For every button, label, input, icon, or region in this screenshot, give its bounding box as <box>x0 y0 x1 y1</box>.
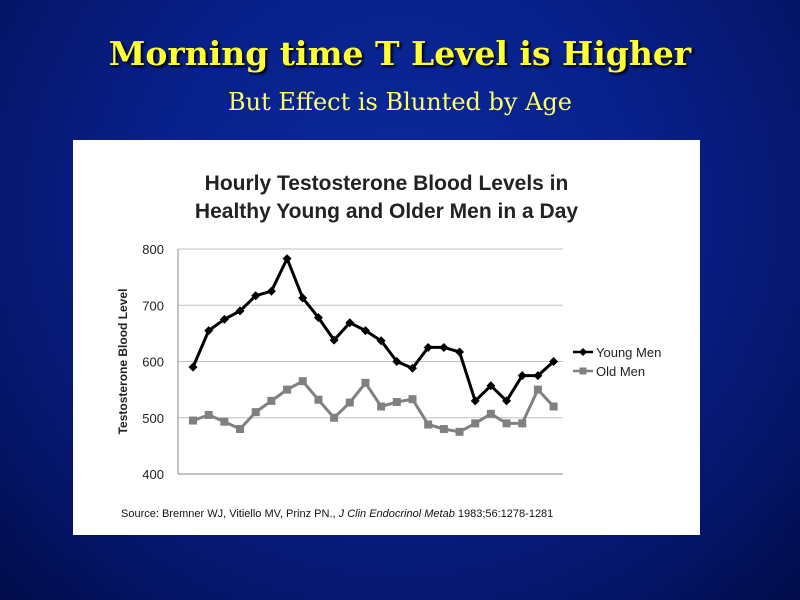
legend-marker <box>579 367 587 375</box>
data-point <box>470 396 480 406</box>
data-point <box>204 410 213 419</box>
chart-title-line-1: Hourly Testosterone Blood Levels in <box>204 172 569 195</box>
data-point <box>314 395 323 404</box>
data-point <box>360 326 370 336</box>
slide-subtitle: But Effect is Blunted by Age <box>228 88 572 116</box>
data-point <box>407 363 417 373</box>
data-point <box>219 314 229 324</box>
data-point <box>251 291 261 301</box>
data-point <box>549 357 559 366</box>
data-point <box>377 402 386 411</box>
data-point <box>471 419 480 428</box>
data-point <box>345 398 354 407</box>
source-journal: J Clin Endocrinol Metab <box>338 508 455 520</box>
data-point <box>518 419 527 428</box>
legend-label: Old Men <box>596 364 645 379</box>
data-point <box>220 417 229 426</box>
data-point <box>189 416 197 425</box>
y-tick-label: 400 <box>142 467 164 482</box>
data-point <box>188 362 198 372</box>
series-line-1 <box>192 379 555 434</box>
data-point <box>549 402 558 411</box>
y-tick-label: 700 <box>142 298 164 313</box>
data-point <box>486 381 496 391</box>
source-suffix: 1983;56:1278-1281 <box>454 508 554 520</box>
data-point <box>455 347 465 357</box>
chart-title: Hourly Testosterone Blood Levels in Heal… <box>73 170 700 226</box>
data-point <box>283 385 292 394</box>
series-line-0 <box>191 257 555 403</box>
data-point <box>408 395 417 404</box>
data-point <box>361 378 370 387</box>
data-point <box>455 427 464 436</box>
chart-panel: Hourly Testosterone Blood Levels in Heal… <box>73 140 700 535</box>
legend-marker <box>579 348 587 356</box>
y-tick-label: 600 <box>142 355 164 370</box>
slide-title: Morning time T Level is Higher <box>108 34 692 73</box>
data-point <box>517 371 527 381</box>
data-point <box>345 318 355 328</box>
data-point <box>298 293 308 303</box>
data-point <box>235 306 245 316</box>
y-tick-label: 800 <box>142 242 164 257</box>
data-point <box>236 425 245 433</box>
data-point <box>376 336 386 346</box>
data-point <box>533 385 542 394</box>
data-point <box>502 396 512 406</box>
data-point <box>502 419 511 428</box>
data-point <box>486 409 495 418</box>
data-point <box>392 357 402 366</box>
source-citation: Source: Bremner WJ, Vitiello MV, Prinz P… <box>121 508 553 520</box>
data-point <box>204 326 214 336</box>
line-chart: 400 500 600 700 800 Testosterone Blood Level Y… <box>116 242 661 482</box>
data-point <box>282 254 292 264</box>
data-point <box>266 286 276 296</box>
data-point <box>423 342 433 352</box>
y-axis-label: Testosterone Blood Level <box>116 289 130 435</box>
data-point <box>329 335 339 345</box>
legend-label: Young Men <box>596 345 661 360</box>
data-point <box>424 420 433 429</box>
data-point <box>313 313 323 323</box>
data-point <box>533 371 543 381</box>
data-point <box>392 398 401 406</box>
data-point <box>298 377 307 386</box>
data-point <box>439 425 448 433</box>
source-prefix: Source: Bremner WJ, Vitiello MV, Prinz P… <box>121 508 339 520</box>
data-point <box>330 413 339 422</box>
data-point <box>439 342 449 352</box>
data-point <box>251 408 260 417</box>
chart-title-line-2: Healthy Young and Older Men in a Day <box>194 200 579 223</box>
data-point <box>267 396 276 405</box>
y-tick-label: 500 <box>142 411 164 426</box>
